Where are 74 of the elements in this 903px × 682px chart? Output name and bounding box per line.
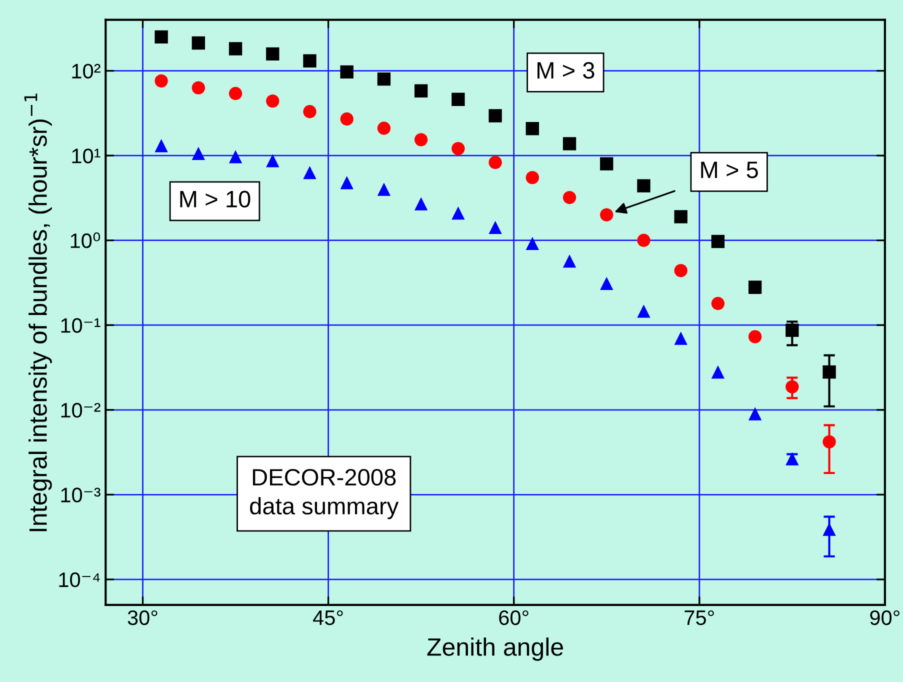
x-tick-label: 30° <box>128 610 158 626</box>
point <box>266 47 280 61</box>
point <box>154 30 168 44</box>
point <box>637 234 650 247</box>
series-label: M > 10 <box>180 190 250 208</box>
point <box>452 142 465 156</box>
point <box>526 122 539 136</box>
x-tick-label: 60° <box>499 610 528 626</box>
point <box>340 65 354 79</box>
y-tick-label: 10¹ <box>72 148 100 164</box>
y-tick-label: 10⁻⁴ <box>59 572 100 588</box>
point <box>562 190 576 204</box>
y-tick-label: 10⁻³ <box>61 488 100 502</box>
point <box>526 171 539 184</box>
point <box>228 86 242 100</box>
point <box>192 36 206 50</box>
point <box>488 220 502 234</box>
point <box>637 179 650 192</box>
point <box>340 112 354 126</box>
point <box>154 139 168 152</box>
point <box>711 296 725 310</box>
point <box>822 365 836 379</box>
point <box>303 166 316 180</box>
y-tick-label: 10⁰ <box>70 232 100 248</box>
point <box>303 105 316 118</box>
y-tick-label: 10² <box>72 64 100 79</box>
point <box>711 234 725 248</box>
y-axis-title: Integral intensity of bundles, (hour*sr)$^{−1}$ <box>24 94 52 532</box>
point <box>488 109 502 122</box>
point <box>377 72 391 86</box>
point <box>637 304 650 318</box>
point <box>488 156 502 170</box>
point <box>414 133 428 146</box>
point <box>414 84 428 98</box>
point <box>562 137 576 150</box>
point <box>674 264 688 278</box>
point <box>303 54 316 68</box>
point <box>377 182 391 196</box>
y-tick-label: 10⁻² <box>61 402 100 418</box>
point <box>192 81 206 94</box>
point <box>822 435 836 448</box>
point <box>786 324 799 337</box>
point <box>340 176 354 190</box>
point <box>452 206 465 220</box>
text: M > 5 <box>701 162 758 178</box>
point <box>192 146 206 160</box>
point <box>600 208 614 222</box>
point <box>600 157 614 170</box>
point <box>674 332 688 345</box>
point <box>748 407 762 420</box>
point <box>414 197 428 210</box>
point <box>266 154 280 168</box>
point <box>786 380 799 394</box>
point <box>711 365 725 379</box>
series-label: M > 3 <box>538 62 594 79</box>
point <box>377 122 391 135</box>
annotation: DECOR-2008 data summary <box>250 468 399 520</box>
x-axis-title: Zenith angle <box>427 638 563 661</box>
point <box>228 150 242 164</box>
point <box>748 280 762 294</box>
point <box>526 236 539 250</box>
point <box>562 254 576 268</box>
x-tick-label: 75° <box>684 610 714 626</box>
point <box>452 92 465 106</box>
point <box>228 42 242 56</box>
point <box>266 94 280 108</box>
point <box>674 210 688 224</box>
y-tick-label: 10⁻¹ <box>61 318 100 333</box>
point <box>748 330 762 344</box>
x-tick-label: 90° <box>870 610 900 626</box>
point <box>822 522 836 536</box>
point <box>600 276 614 290</box>
point <box>154 74 168 88</box>
x-tick-label: 45° <box>313 610 343 626</box>
